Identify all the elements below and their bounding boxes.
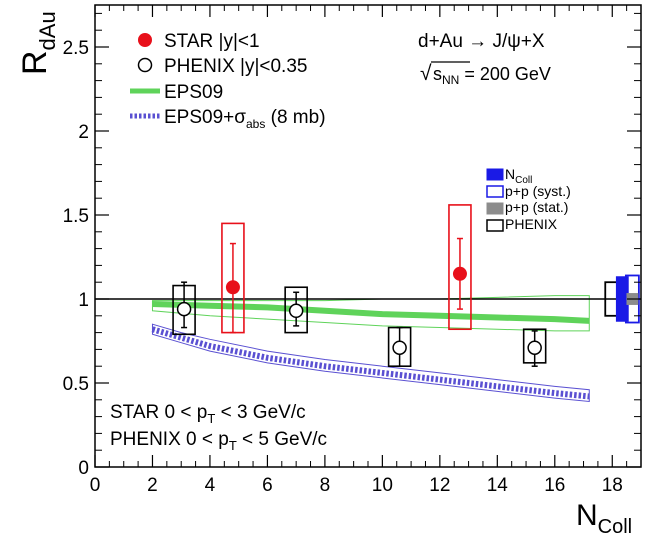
y-tick-label-1: 0.5 (63, 374, 89, 395)
phenix-point-0 (176, 301, 192, 317)
ncoll-sub: Coll (515, 175, 532, 186)
x-axis-title-sub: Coll (598, 516, 632, 538)
x-tick-label-0: 0 (90, 475, 101, 496)
legend: STAR |y|<1 PHENIX |y|<0.35 EPS09 EPS09+σ… (130, 31, 326, 131)
ncoll-label: NColl (505, 166, 532, 186)
x-axis-title: NColl (576, 499, 632, 538)
pp-stat-label: p+p (stat.) (505, 199, 568, 215)
legend-phenix-label: PHENIX |y|<0.35 (164, 56, 307, 77)
phenix-pt-b: < 5 GeV/c (237, 429, 327, 450)
pp-syst-swatch (486, 185, 504, 198)
eps09-band (151, 295, 590, 332)
energy-label: √ sNN = 200 GeV (420, 61, 551, 87)
energy-sqrt: √ (420, 62, 432, 85)
x-tick-label-1: 2 (147, 475, 158, 496)
eps09-central-line (152, 301, 590, 324)
legend-eps09-abs-label: EPS09+σabs (8 mb) (164, 107, 326, 131)
phenix-point-1 (288, 303, 304, 319)
pp-syst-label: p+p (syst.) (505, 183, 571, 199)
phenix-pt-a: PHENIX 0 < p (110, 429, 229, 450)
global-box-n (615, 276, 629, 322)
legend-eps09-abs-main: EPS09+σ (164, 107, 246, 128)
y-tick-label-2: 1 (78, 290, 89, 311)
phenix-pt-sub: T (229, 438, 237, 453)
phenix-global-label: PHENIX (505, 216, 558, 232)
legend-eps09-label: EPS09 (164, 82, 223, 103)
energy-value: = 200 GeV (459, 64, 551, 84)
phenix-point-2 (392, 340, 407, 355)
star-pt-sub: T (207, 411, 215, 426)
y-tick-label-3: 1.5 (63, 206, 89, 227)
star-pt-range: STAR 0 < pT < 3 GeV/c (110, 402, 306, 426)
x-tick-label-2: 4 (205, 475, 216, 496)
axis-ticks (94, 5, 641, 468)
star-syst-box-1 (448, 204, 472, 331)
star-pt-a: STAR 0 < p (110, 402, 207, 423)
x-axis-title-main: N (576, 499, 598, 532)
y-tick-label-0: 0 (78, 458, 89, 479)
y-axis-title: RdAu (16, 11, 60, 75)
phenix-global-swatch (486, 219, 504, 232)
eps09-abs-central-line (151, 326, 590, 400)
y-tick-label-4: 2 (78, 122, 89, 143)
eps09-abs-band (151, 323, 590, 403)
x-tick-label-7: 14 (487, 475, 509, 496)
y-tick-label-5: 2.5 (63, 38, 89, 59)
x-tick-label-8: 16 (544, 475, 565, 496)
x-tick-label-5: 10 (372, 475, 393, 496)
bands-layer (151, 295, 590, 403)
legend-phenix-marker (137, 57, 153, 73)
x-tick-label-4: 8 (320, 475, 331, 496)
y-axis-title-sub: dAu (35, 11, 60, 50)
pp-stat-swatch (486, 202, 504, 215)
energy-text: sNN = 200 GeV (433, 64, 551, 87)
axis-tick-labels: 0 2 4 6 8 10 12 14 16 18 0 0.5 1 1.5 2 2.5 (63, 38, 623, 496)
phenix-point-3 (527, 340, 542, 355)
legend-eps09-abs-suffix: (8 mb) (265, 107, 325, 128)
energy-sub: NN (442, 73, 459, 87)
star-pt-b: < 3 GeV/c (215, 402, 305, 423)
legend-star-label: STAR |y|<1 (164, 31, 260, 52)
x-tick-label-9: 18 (602, 475, 623, 496)
y-axis-title-main: R (16, 50, 54, 75)
ncoll-swatch (486, 168, 504, 181)
phenix-syst-box-1 (284, 286, 308, 334)
x-tick-label-6: 12 (429, 475, 450, 496)
legend-eps09-abs-sub: abs (246, 117, 265, 131)
legend-star-marker (138, 33, 152, 47)
x-tick-label-3: 6 (262, 475, 273, 496)
star-point-0 (225, 280, 240, 295)
energy-s: s (433, 64, 442, 84)
reaction-label: d+Au → J/ψ+X (418, 31, 545, 52)
phenix-pt-range: PHENIX 0 < pT < 5 GeV/c (110, 429, 327, 453)
uncertainty-legend: NColl p+p (syst.) p+p (stat.) PHENIX (486, 166, 571, 232)
data-points-layer (172, 204, 547, 367)
star-point-1 (452, 266, 467, 281)
ncoll-main: N (505, 166, 515, 182)
